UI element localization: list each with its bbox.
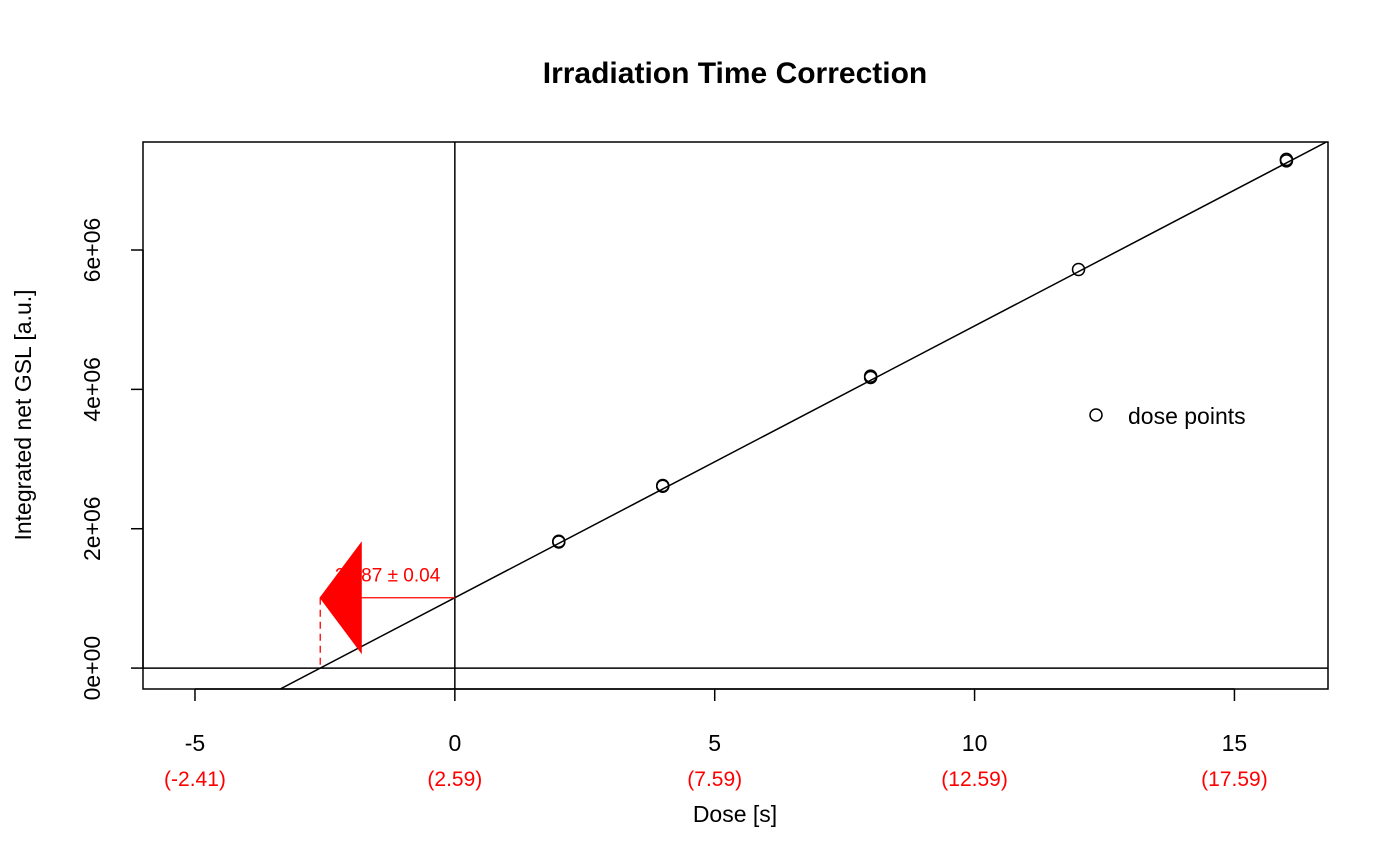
x-secondary-tick-label: (7.59) <box>687 768 742 791</box>
plot-area: 2.587 ± 0.04 <box>143 142 1328 689</box>
correction-error-triangle <box>319 541 362 655</box>
legend: dose points <box>1089 403 1246 429</box>
legend-label: dose points <box>1128 403 1246 429</box>
data-point <box>552 534 566 549</box>
y-axis-label: Integrated net GSL [a.u.] <box>10 289 36 540</box>
x-secondary-tick-label: (17.59) <box>1201 768 1268 791</box>
y-axis: 0e+00 2e+06 4e+06 6e+06 <box>79 218 144 701</box>
x-axis-label: Dose [s] <box>693 801 777 827</box>
y-tick-label: 0e+00 <box>79 636 105 701</box>
x-tick-label: 0 <box>448 730 461 756</box>
chart-title: Irradiation Time Correction <box>543 57 928 90</box>
data-point <box>1071 262 1086 277</box>
x-tick-label: -5 <box>185 730 205 756</box>
data-point <box>655 478 670 493</box>
legend-marker <box>1089 408 1103 422</box>
plot-content: 2.587 ± 0.04 <box>143 142 1328 689</box>
data-point <box>1279 152 1294 167</box>
x-tick-label: 15 <box>1222 730 1248 756</box>
data-point <box>863 369 878 383</box>
x-secondary-tick-label: (2.59) <box>427 768 482 791</box>
x-tick-label: 10 <box>962 730 988 756</box>
x-tick-label: 5 <box>708 730 721 756</box>
x-secondary-tick-label: (12.59) <box>941 768 1008 791</box>
fit-line <box>278 142 1328 689</box>
correction-label: 2.587 ± 0.04 <box>335 566 441 587</box>
y-tick-label: 2e+06 <box>79 496 105 561</box>
x-axis: -5 (-2.41) 0 (2.59) 5 (7.59) 10 (12.59) 15 (17.59… <box>164 688 1268 791</box>
y-tick-label: 6e+06 <box>79 218 105 283</box>
y-tick-label: 4e+06 <box>79 357 105 422</box>
x-secondary-tick-label: (-2.41) <box>164 768 226 791</box>
